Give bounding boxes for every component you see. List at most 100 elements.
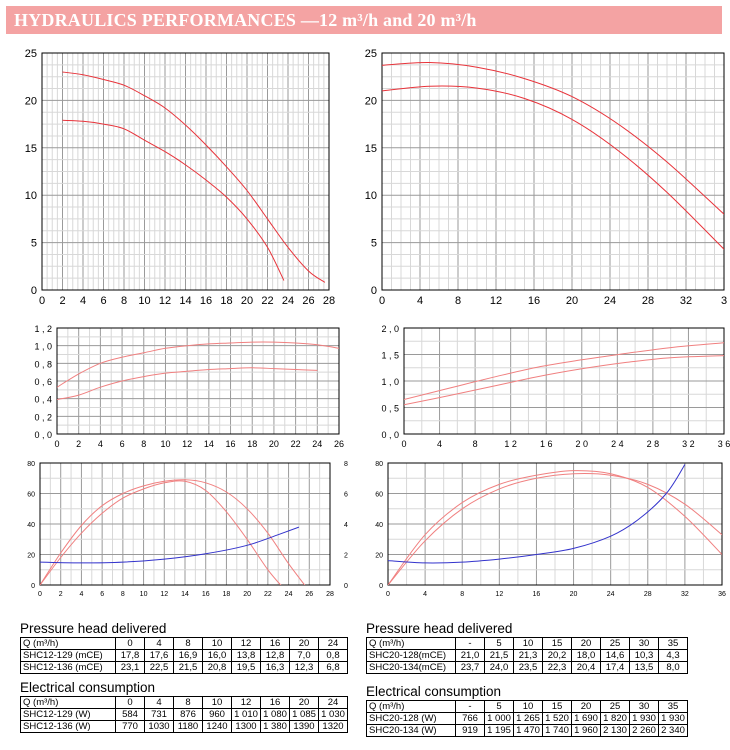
series-line-1 <box>40 479 306 585</box>
y-tick-label: 0 , 0 <box>381 430 399 440</box>
table-cell: 10 <box>513 637 543 650</box>
table-cell: 17,4 <box>600 661 630 674</box>
x-tick-label: 20 <box>269 439 279 449</box>
table-header-row: Q (m³/h) -5 10 15 20 25 30 35 <box>366 637 688 650</box>
plot-frame <box>387 462 723 586</box>
x-tick-label: 2 4 <box>611 439 624 449</box>
y-tick-label: 0 , 6 <box>34 377 52 387</box>
series-line-2 <box>40 480 282 585</box>
x-tick-label: 2 <box>59 295 65 307</box>
table-cell: 1 930 <box>658 712 688 725</box>
page-title: HYDRAULICS PERFORMANCES —12 m³/h and 20 … <box>14 10 477 30</box>
table-cell: 960 <box>202 708 232 721</box>
y-tick-label: 0 , 8 <box>34 359 52 369</box>
table-row: SHC20-128(mCE) 21,0 21,5 21,3 20,2 18,0 14,6 10… <box>366 649 688 662</box>
x-tick-label: 3 <box>721 295 727 307</box>
x-tick-label: 20 <box>570 591 578 598</box>
table-elec-20: Electrical consumption Q (m³/h) -5 10 15 20 25… <box>366 684 688 737</box>
y-tick-label: 10 <box>25 190 37 202</box>
table-cell: 1 520 <box>542 712 572 725</box>
x-tick-label: 12 <box>160 591 168 598</box>
series-line-1 <box>57 341 339 388</box>
y-tick-label: 5 <box>31 238 37 250</box>
x-tick-label: 20 <box>566 295 578 307</box>
x-tick-label: 1 2 <box>504 439 517 449</box>
table-cell: SHC20-134 (W) <box>366 724 456 737</box>
x-tick-label: 16 <box>202 591 210 598</box>
x-tick-label: 28 <box>323 295 335 307</box>
data-table: Q (m³/h) -5 10 15 20 25 30 35 SHC20-128 (W) 766 1 … <box>366 700 688 737</box>
y-tick-label: 15 <box>365 143 377 155</box>
x-tick-label: 12 <box>159 295 171 307</box>
x-tick-label: 8 <box>121 295 127 307</box>
table-cell: 20,8 <box>202 661 232 674</box>
table-cell: 1 265 <box>513 712 543 725</box>
table-cell: 18,0 <box>571 649 601 662</box>
y-tick-label: 2 , 0 <box>381 324 399 334</box>
table-cell: 0 <box>115 696 145 709</box>
table-cell: 1 195 <box>484 724 514 737</box>
series-line-1 <box>404 342 724 400</box>
table-cell: 22,3 <box>542 661 572 674</box>
table-cell: 16,9 <box>173 649 203 662</box>
series-line-1 <box>62 71 326 283</box>
x-tick-label: 0 <box>39 295 45 307</box>
table-cell: 731 <box>144 708 174 721</box>
table-cell: 8 <box>173 637 203 650</box>
x-tick-label: 22 <box>291 439 301 449</box>
x-tick-label: 10 <box>138 295 150 307</box>
table-cell: 20,2 <box>542 649 572 662</box>
table-cell: 0,8 <box>318 649 348 662</box>
table-cell: 10,3 <box>629 649 659 662</box>
y2-tick-label: 2 <box>344 553 348 560</box>
x-tick-label: 8 <box>455 295 461 307</box>
table-cell: 8 <box>173 696 203 709</box>
y-tick-label: 80 <box>27 461 35 468</box>
x-tick-label: 0 <box>54 439 59 449</box>
table-cell: 16 <box>260 696 290 709</box>
plot-frame <box>381 52 725 291</box>
x-tick-label: 24 <box>285 591 293 598</box>
x-tick-label: 2 0 <box>576 439 589 449</box>
x-tick-label: 4 <box>79 591 83 598</box>
x-tick-label: 8 <box>473 439 478 449</box>
y2-tick-label: 6 <box>344 492 348 499</box>
table-row: SHC20-128 (W) 766 1 000 1 265 1 520 1 690 1 82… <box>366 712 688 725</box>
table-cell: 1320 <box>318 720 348 733</box>
table-cell: 10 <box>202 696 232 709</box>
table-cell: 0 <box>115 637 145 650</box>
table-cell: Q (m³/h) <box>20 637 116 650</box>
y-tick-label: 40 <box>27 522 35 529</box>
x-tick-label: 16 <box>200 295 212 307</box>
table-cell: 1 085 <box>289 708 319 721</box>
table-title: Electrical consumption <box>366 684 502 699</box>
y2-tick-label: 0 <box>344 583 348 590</box>
table-cell: 1 820 <box>600 712 630 725</box>
y2-tick-label: 4 <box>344 522 348 529</box>
y-tick-label: 20 <box>27 553 35 560</box>
table-cell: 5 <box>484 700 514 713</box>
table-cell: 30 <box>629 637 659 650</box>
x-tick-label: 28 <box>644 591 652 598</box>
x-tick-label: 28 <box>326 591 334 598</box>
table-cell: 1 000 <box>484 712 514 725</box>
table-cell: Q (m³/h) <box>366 700 456 713</box>
table-cell: 16,3 <box>260 661 290 674</box>
y-tick-label: 0 , 2 <box>34 412 52 422</box>
x-tick-label: 20 <box>243 591 251 598</box>
table-cell: SHC12-129 (W) <box>20 708 116 721</box>
table-cell: 24 <box>318 637 348 650</box>
y-tick-label: 0 , 0 <box>34 430 52 440</box>
table-title: Electrical consumption <box>20 680 156 695</box>
x-tick-label: 10 <box>160 439 170 449</box>
y-tick-label: 0 <box>31 285 37 297</box>
table-cell: 1300 <box>231 720 261 733</box>
series-line-2 <box>57 367 318 400</box>
table-cell: 1 740 <box>542 724 572 737</box>
table-row: SHC12-129 (W) 584 731 876 960 1 010 1 080 1 085… <box>20 708 348 721</box>
x-tick-label: 14 <box>204 439 214 449</box>
title-banner: HYDRAULICS PERFORMANCES —12 m³/h and 20 … <box>6 6 722 34</box>
plot-frame <box>403 327 725 435</box>
chart-power-12: 0 2 4 6 8 10 12 14 16 18 20 22 24 260 , 00 , 20 , 40 … <box>34 324 344 449</box>
y-tick-label: 15 <box>25 143 37 155</box>
